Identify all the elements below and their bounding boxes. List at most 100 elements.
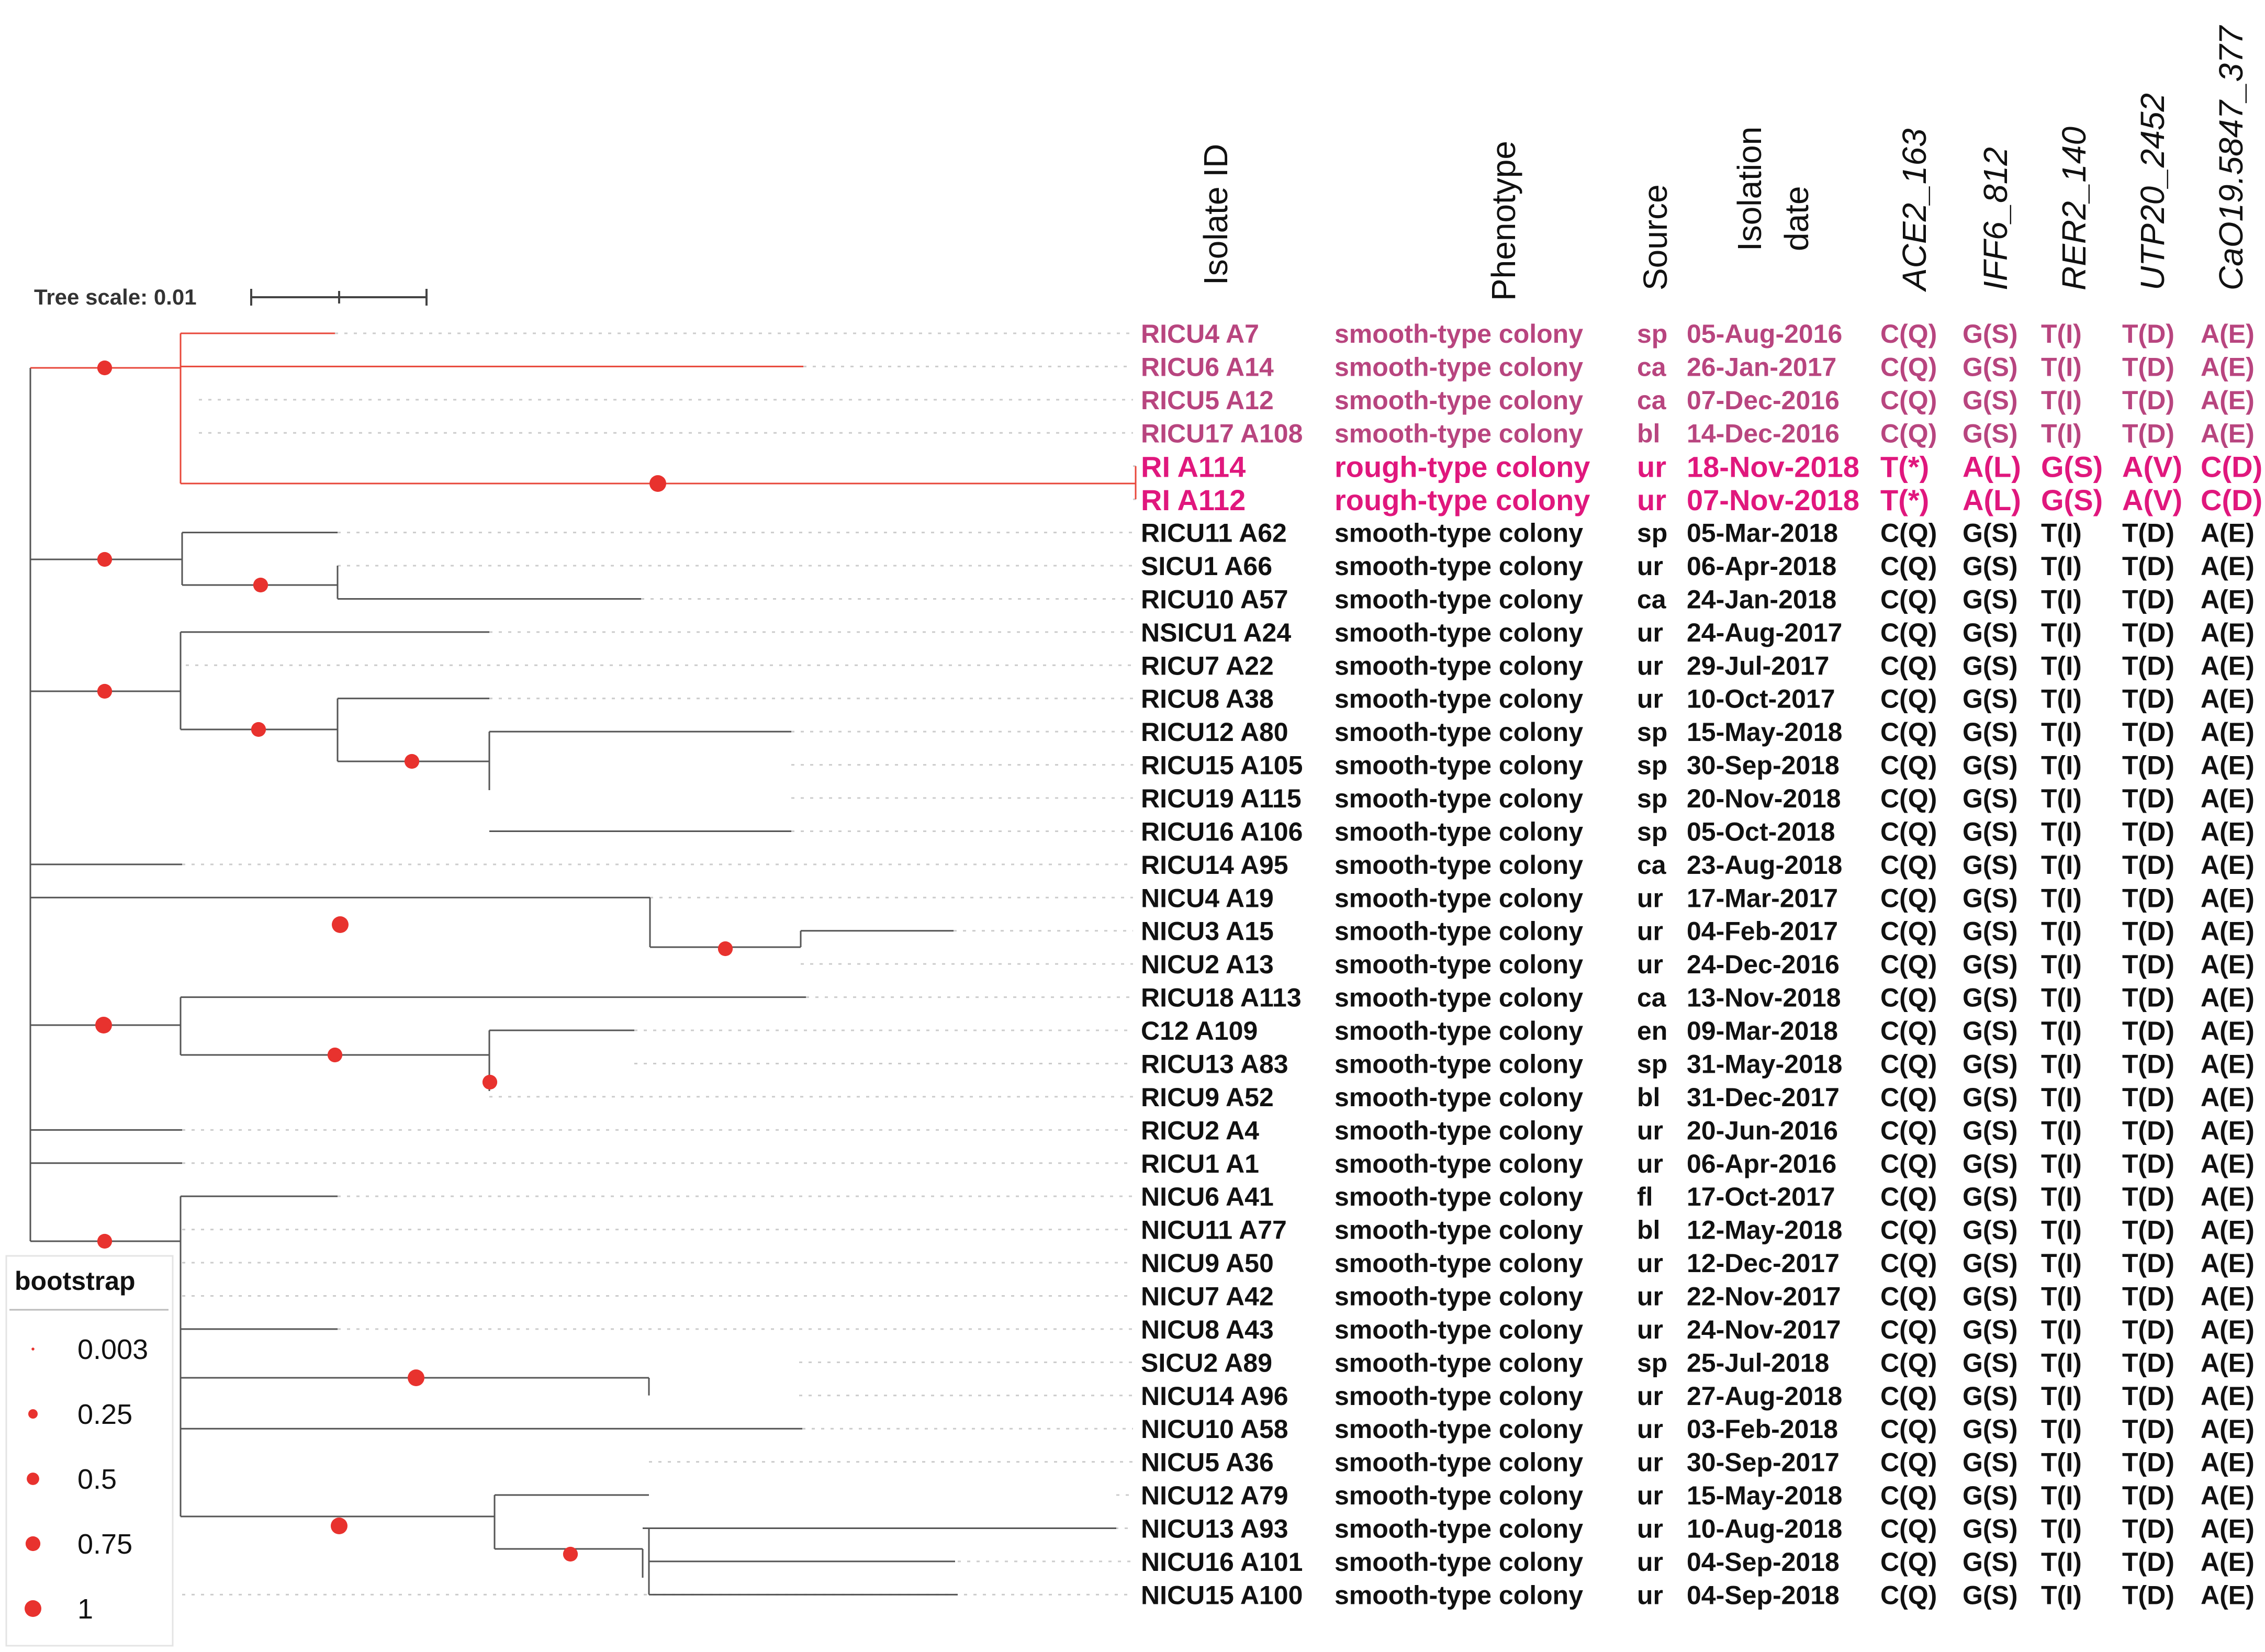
cell-phenotype: smooth-type colony: [1335, 1216, 1583, 1245]
cell-cao19: A(E): [2201, 1448, 2255, 1477]
cell-utp20: T(D): [2122, 1116, 2174, 1145]
cell-source: sp: [1637, 1049, 1667, 1078]
cell-cao19: A(E): [2201, 1016, 2255, 1046]
cell-rer2: T(I): [2041, 1249, 2082, 1278]
cell-phenotype: smooth-type colony: [1335, 917, 1583, 946]
header-utp20-2452: UTP20_2452: [2134, 93, 2171, 290]
cell-date: 31-May-2018: [1687, 1049, 1842, 1078]
cell-date: 10-Aug-2018: [1687, 1514, 1842, 1543]
cell-iff6: A(L): [1963, 451, 2021, 484]
cell-date: 13-Nov-2018: [1687, 983, 1841, 1013]
cell-iff6: G(S): [1963, 1315, 2018, 1344]
cell-source: ca: [1637, 850, 1667, 880]
cell-cao19: A(E): [2201, 1315, 2255, 1344]
cell-phenotype: smooth-type colony: [1335, 519, 1583, 548]
cell-ace2: C(Q): [1880, 1216, 1937, 1245]
header-source: Source: [1636, 184, 1674, 290]
cell-ace2: C(Q): [1880, 883, 1937, 913]
cell-source: ur: [1637, 1514, 1663, 1543]
cell-source: bl: [1637, 1083, 1660, 1112]
cell-utp20: T(D): [2122, 519, 2174, 548]
cell-ace2: T(*): [1880, 484, 1929, 516]
table-row: NICU2 A13 smooth-type colony ur 24-Dec-2016…: [1141, 950, 2255, 979]
cell-date: 04-Feb-2017: [1687, 917, 1838, 946]
legend-label: 1: [77, 1593, 93, 1625]
cell-phenotype: smooth-type colony: [1335, 1481, 1583, 1510]
cell-phenotype: smooth-type colony: [1335, 1315, 1583, 1344]
cell-rer2: T(I): [2041, 1414, 2082, 1444]
cell-iff6: G(S): [1963, 684, 2018, 714]
isolate-table: RICU4 A7 smooth-type colony sp 05-Aug-2016 C…: [1141, 319, 2262, 1610]
cell-cao19: A(E): [2201, 552, 2255, 581]
cell-source: sp: [1637, 784, 1667, 813]
cell-isolate: NICU3 A15: [1141, 917, 1274, 946]
cell-ace2: C(Q): [1880, 1547, 1937, 1577]
cell-phenotype: smooth-type colony: [1335, 552, 1583, 581]
cell-isolate: RICU7 A22: [1141, 651, 1274, 680]
cell-utp20: T(D): [2122, 552, 2174, 581]
cell-rer2: T(I): [2041, 684, 2082, 714]
cell-utp20: T(D): [2122, 1016, 2174, 1046]
cell-date: 22-Nov-2017: [1687, 1282, 1841, 1311]
cell-cao19: A(E): [2201, 1381, 2255, 1411]
cell-iff6: G(S): [1963, 751, 2018, 780]
cell-iff6: G(S): [1963, 386, 2018, 415]
cell-source: ur: [1637, 1381, 1663, 1411]
table-row: RICU19 A115 smooth-type colony sp 20-Nov-20…: [1141, 784, 2255, 813]
cell-iff6: G(S): [1963, 651, 2018, 680]
cell-rer2: T(I): [2041, 1381, 2082, 1411]
cell-utp20: T(D): [2122, 1249, 2174, 1278]
cell-phenotype: smooth-type colony: [1335, 1580, 1583, 1610]
table-row: NICU10 A58 smooth-type colony ur 03-Feb-201…: [1141, 1414, 2255, 1444]
table-row: NICU6 A41 smooth-type colony fl 17-Oct-2017…: [1141, 1182, 2255, 1211]
cell-utp20: T(D): [2122, 917, 2174, 946]
cell-utp20: T(D): [2122, 1580, 2174, 1610]
table-row: RICU1 A1 smooth-type colony ur 06-Apr-2016 C…: [1141, 1149, 2255, 1178]
cell-rer2: T(I): [2041, 917, 2082, 946]
cell-isolate: NICU13 A93: [1141, 1514, 1288, 1543]
cell-source: ur: [1637, 1149, 1663, 1178]
cell-ace2: C(Q): [1880, 319, 1937, 349]
cell-isolate: NICU5 A36: [1141, 1448, 1274, 1477]
cell-cao19: A(E): [2201, 618, 2255, 647]
table-row: C12 A109 smooth-type colony en 09-Mar-2018 C…: [1141, 1016, 2255, 1046]
table-row: NICU16 A101 smooth-type colony ur 04-Sep-20…: [1141, 1547, 2255, 1577]
cell-isolate: RI A114: [1141, 451, 1246, 484]
bootstrap-node: [408, 1369, 424, 1386]
cell-rer2: T(I): [2041, 950, 2082, 979]
table-row: NICU7 A42 smooth-type colony ur 22-Nov-2017…: [1141, 1282, 2255, 1311]
cell-cao19: A(E): [2201, 751, 2255, 780]
cell-source: fl: [1637, 1182, 1653, 1211]
bootstrap-node: [404, 754, 420, 769]
cell-source: ur: [1637, 1414, 1663, 1444]
cell-rer2: T(I): [2041, 651, 2082, 680]
cell-isolate: RICU14 A95: [1141, 850, 1288, 880]
table-row: NICU9 A50 smooth-type colony ur 12-Dec-2017…: [1141, 1249, 2255, 1278]
header-isolation-date-line2: date: [1778, 186, 1815, 251]
bootstrap-node: [95, 1017, 112, 1033]
cell-iff6: G(S): [1963, 1249, 2018, 1278]
table-row: RICU8 A38 smooth-type colony ur 10-Oct-2017…: [1141, 684, 2255, 714]
cell-utp20: A(V): [2122, 484, 2182, 516]
cell-utp20: T(D): [2122, 1216, 2174, 1245]
cell-source: sp: [1637, 1348, 1667, 1377]
cell-source: ur: [1637, 1249, 1663, 1278]
table-row: RICU18 A113 smooth-type colony ca 13-Nov-20…: [1141, 983, 2255, 1013]
bootstrap-node: [482, 1074, 498, 1090]
header-phenotype: Phenotype: [1485, 141, 1522, 301]
cell-date: 24-Aug-2017: [1687, 618, 1842, 647]
cell-iff6: G(S): [1963, 552, 2018, 581]
cell-iff6: G(S): [1963, 950, 2018, 979]
cell-ace2: C(Q): [1880, 817, 1937, 846]
cell-rer2: T(I): [2041, 1547, 2082, 1577]
cell-date: 31-Dec-2017: [1687, 1083, 1840, 1112]
cell-cao19: A(E): [2201, 850, 2255, 880]
cell-rer2: T(I): [2041, 1580, 2082, 1610]
cell-source: ca: [1637, 983, 1667, 1013]
cell-isolate: RICU10 A57: [1141, 585, 1288, 614]
cell-date: 15-May-2018: [1687, 717, 1842, 747]
cell-cao19: C(D): [2201, 484, 2262, 516]
legend-marker: [25, 1536, 41, 1552]
table-row: RICU13 A83 smooth-type colony sp 31-May-201…: [1141, 1049, 2255, 1078]
header-iff6-812: IFF6_812: [1977, 147, 2014, 290]
